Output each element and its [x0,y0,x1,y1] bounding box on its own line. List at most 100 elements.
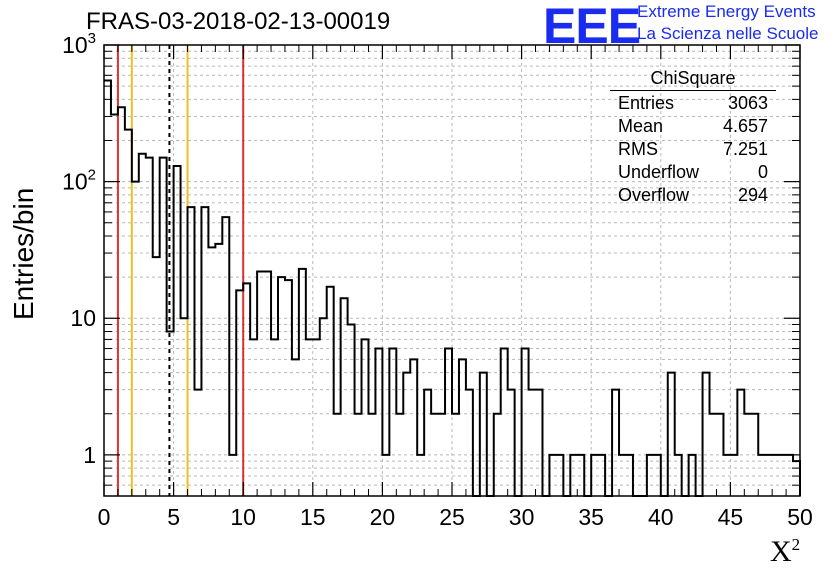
histogram-bin [153,257,160,496]
y-tick-label: 10 [70,305,96,331]
histogram-bin [160,158,167,496]
histogram-bin [292,359,299,496]
histogram-bin [334,414,341,496]
histogram-bin [348,324,355,496]
histogram-bin [522,349,529,496]
histogram-bin [710,414,717,496]
histogram-bin [438,414,445,496]
x-tick-label: 30 [509,504,535,530]
histogram-bin [118,107,125,496]
histogram-bin [403,373,410,496]
stats-value: 4.657 [722,116,768,136]
x-tick-label: 15 [300,504,326,530]
y-tick-label: 102 [62,167,96,195]
x-tick-label: 10 [230,504,256,530]
histogram-bin [271,339,278,496]
histogram-bin [410,359,417,496]
stats-label: Entries [618,93,675,113]
y-tick-label: 103 [62,30,96,58]
histogram-series-line [104,79,801,497]
histogram-bin [751,414,758,496]
stats-value: 0 [757,162,768,182]
histogram-bin [626,455,633,496]
histogram-bin [779,455,786,496]
histogram-bin [619,455,626,496]
y-tick-label-exponent: 3 [88,30,96,47]
histogram-bin [201,207,208,496]
histogram-bin [306,339,313,496]
stats-row: RMS 7.251 [610,138,776,161]
histogram-bin [104,80,111,496]
y-axis-label: Entries/bin [8,187,39,320]
stats-box: ChiSquare Entries 3063 Mean 4.657 RMS 7.251… [610,68,776,207]
x-tick-label: 50 [787,504,813,530]
histogram-bin [765,455,772,496]
histogram-bin [508,390,515,496]
histogram-bin [125,130,132,496]
chart-title: FRAS-03-2018-02-13-00019 [86,8,391,35]
x-axis-label-exponent: 2 [791,535,801,554]
histogram-bin [250,339,257,496]
histogram-bin [772,455,779,496]
histogram-bin [793,461,800,496]
y-tick-label: 1 [83,442,96,468]
y-tick-label-base: 10 [62,32,88,58]
histogram-bin [452,414,459,496]
histogram-bin [758,455,765,496]
histogram-bin [675,455,682,496]
x-tick-label: 20 [370,504,396,530]
histogram-bin [257,271,264,496]
histogram-bin [313,339,320,496]
histogram-bin [549,455,556,496]
histogram-bin [243,283,250,496]
histogram-bin [466,390,473,496]
histogram-bin [668,373,675,496]
histogram-bin [167,331,174,496]
histogram-bin [598,455,605,496]
y-tick-label-base: 10 [62,169,88,195]
histogram-bin [278,277,285,496]
histogram-bin [459,359,466,496]
histogram-bin [194,390,201,496]
stats-row: Mean 4.657 [610,115,776,138]
histogram-bin [299,269,306,496]
histogram-bin [647,455,654,496]
histogram-bin [501,349,508,496]
histogram-bin [529,390,536,496]
histogram-bin [285,280,292,496]
histogram-bin [132,182,139,496]
stats-label: Mean [618,116,664,136]
x-tick-label: 35 [578,504,604,530]
histogram-bin [480,373,487,496]
eee-logo: EEE [543,0,641,54]
histogram-bin [389,349,396,496]
stats-row: Entries 3063 [610,92,776,115]
histogram-bin [494,414,501,496]
stats-value: 7.251 [722,139,768,159]
histogram-bin [737,390,744,496]
histogram-bin [181,318,188,496]
histogram-bin [355,414,362,496]
histogram-bin [577,455,584,496]
logo-text-line1: Extreme Energy Events [637,2,816,21]
histogram-bin [236,290,243,496]
histogram-bin [445,349,452,496]
histogram-bin [786,455,793,496]
stats-row: Overflow 294 [610,184,776,207]
histogram-bin [215,244,222,496]
histogram-bin [111,114,118,496]
stats-value: 294 [737,185,768,205]
stats-value: 3063 [727,93,768,113]
histogram-bin [431,414,438,496]
histogram-bin [188,207,195,496]
histogram-bin [723,455,730,496]
histogram-bin [417,455,424,496]
histogram-bin [320,318,327,496]
histogram-bin [424,390,431,496]
histogram-bin [536,390,543,496]
histogram-bin [556,455,563,496]
histogram-bin [222,217,229,496]
histogram-bin [368,414,375,496]
